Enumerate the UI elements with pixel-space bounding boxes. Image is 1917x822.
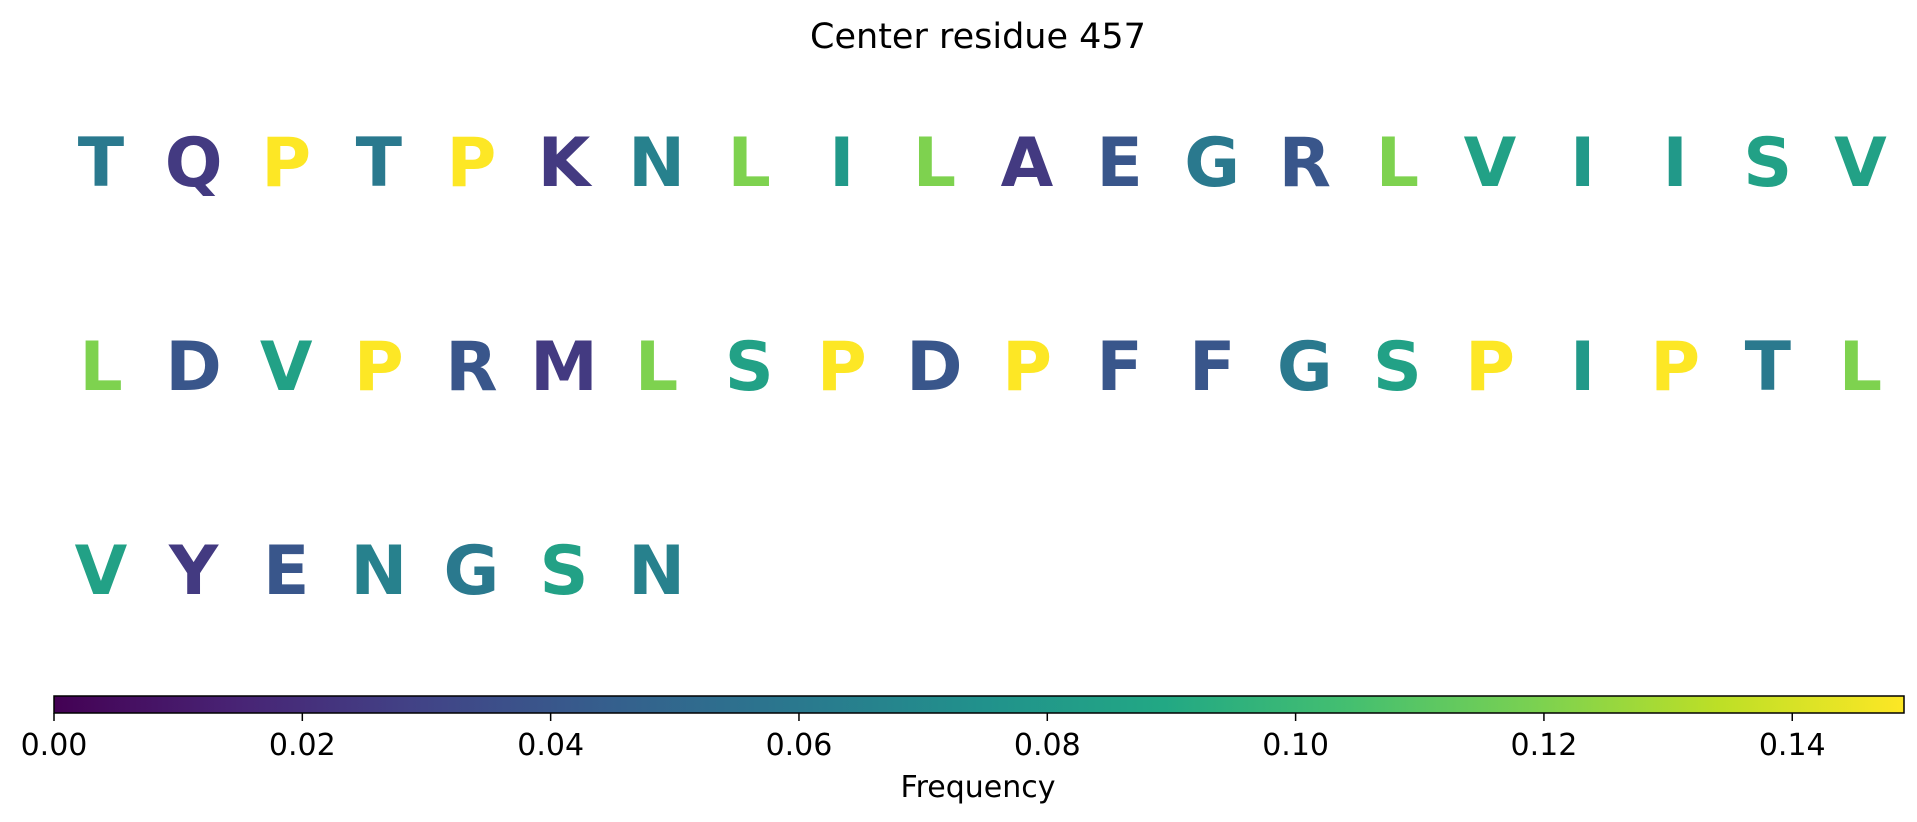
residue-letter: I xyxy=(1570,124,1595,203)
colorbar: 0.00 0.02 0.04 0.06 0.08 0.10 0.12 0.14 Frequen… xyxy=(21,695,1905,805)
residue-letter: N xyxy=(628,124,685,203)
residue-letter: L xyxy=(635,328,678,407)
residue-letter: G xyxy=(443,532,499,611)
residue-letter: D xyxy=(906,328,962,407)
residue-letter: L xyxy=(728,124,771,203)
residue-letter: P xyxy=(261,124,311,203)
colorbar-tick-label: 0.00 xyxy=(21,728,88,763)
chart-title: Center residue 457 xyxy=(810,17,1146,57)
residue-letter: T xyxy=(78,124,125,203)
residue-letter: A xyxy=(1001,124,1054,203)
colorbar-tick-label: 0.06 xyxy=(766,728,833,763)
residue-letter: S xyxy=(725,328,774,407)
residue-letter: P xyxy=(1002,328,1052,407)
residue-letter: T xyxy=(1745,328,1792,407)
residue-letter: Q xyxy=(165,124,223,203)
residue-letter: L xyxy=(1839,328,1882,407)
residue-letter: I xyxy=(1570,328,1595,407)
residue-letter: G xyxy=(1184,124,1240,203)
residue-letter: V xyxy=(75,532,128,611)
residue-letter: L xyxy=(1376,124,1419,203)
colorbar-tick-label: 0.10 xyxy=(1262,728,1329,763)
colorbar-tick-label: 0.08 xyxy=(1014,728,1081,763)
residue-letter: L xyxy=(79,328,122,407)
colorbar-label: Frequency xyxy=(901,770,1056,805)
colorbar-tick-label: 0.12 xyxy=(1511,728,1578,763)
colorbar-tick-label: 0.02 xyxy=(269,728,336,763)
residue-letter: E xyxy=(1096,124,1142,203)
residue-letter: R xyxy=(1279,124,1331,203)
residue-letter: S xyxy=(1743,124,1792,203)
residue-letter: I xyxy=(829,124,854,203)
residue-letter: F xyxy=(1096,328,1142,407)
residue-letter: P xyxy=(1465,328,1515,407)
residue-letter: T xyxy=(356,124,403,203)
residue-letter: V xyxy=(1834,124,1887,203)
residue-letter: I xyxy=(1663,124,1688,203)
residue-letter: M xyxy=(530,328,598,407)
residue-letter: V xyxy=(1464,124,1517,203)
residue-letter: F xyxy=(1189,328,1235,407)
residue-letter: N xyxy=(350,532,407,611)
residue-letter: S xyxy=(540,532,589,611)
colorbar-gradient xyxy=(53,695,1905,714)
colorbar-tick-label: 0.14 xyxy=(1759,728,1826,763)
residue-letter: P xyxy=(817,328,867,407)
residue-letter: P xyxy=(354,328,404,407)
residue-letter: L xyxy=(913,124,956,203)
residue-letter: Y xyxy=(168,532,219,611)
residue-letter: S xyxy=(1373,328,1422,407)
residue-letter: P xyxy=(1650,328,1700,407)
colorbar-ticks: 0.00 0.02 0.04 0.06 0.08 0.10 0.12 0.14 xyxy=(21,713,1826,763)
residue-grid: T Q P T P K N L I L A E G R L V I I S VL D V P R M L S P D P F F G S P I P T L… xyxy=(75,124,1887,611)
residue-letter: D xyxy=(165,328,221,407)
residue-letter: E xyxy=(263,532,309,611)
residue-letter: K xyxy=(538,124,593,203)
residue-letter: N xyxy=(628,532,685,611)
residue-letter: V xyxy=(260,328,313,407)
colorbar-tick-label: 0.04 xyxy=(517,728,584,763)
residue-letter: P xyxy=(446,124,496,203)
residue-letter: G xyxy=(1277,328,1333,407)
residue-letter: R xyxy=(445,328,497,407)
